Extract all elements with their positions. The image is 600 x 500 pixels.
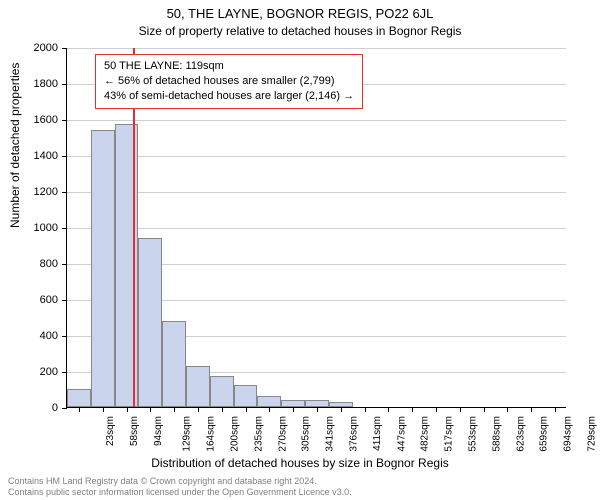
histogram-bar [91,130,115,407]
y-tick-mark [62,48,67,49]
chart-title-sub: Size of property relative to detached ho… [0,24,600,38]
footer-line-2: Contains public sector information licen… [8,487,352,498]
y-tick-mark [62,156,67,157]
x-tick-mark [388,407,389,412]
chart-container: 50, THE LAYNE, BOGNOR REGIS, PO22 6JL Si… [0,0,600,500]
gridline [67,192,566,193]
x-tick-mark [484,407,485,412]
y-tick-mark [62,84,67,85]
x-tick-label: 164sqm [206,416,217,452]
gridline [67,156,566,157]
chart-title-main: 50, THE LAYNE, BOGNOR REGIS, PO22 6JL [0,6,600,21]
histogram-bar [305,400,329,407]
x-tick-mark [174,407,175,412]
x-tick-label: 517sqm [444,416,455,452]
x-tick-label: 623sqm [515,416,526,452]
x-tick-mark [150,407,151,412]
x-tick-mark [412,407,413,412]
x-tick-label: 129sqm [182,416,193,452]
x-tick-mark [222,407,223,412]
x-tick-mark [531,407,532,412]
y-tick-mark [62,120,67,121]
x-tick-mark [103,407,104,412]
info-box: 50 THE LAYNE: 119sqm← 56% of detached ho… [95,54,363,109]
x-tick-mark [198,407,199,412]
histogram-bar [210,376,234,408]
x-tick-label: 729sqm [587,416,598,452]
x-tick-mark [317,407,318,412]
y-tick-label: 400 [18,330,58,342]
y-tick-label: 200 [18,366,58,378]
x-tick-label: 659sqm [539,416,550,452]
x-tick-label: 235sqm [253,416,264,452]
y-tick-mark [62,264,67,265]
y-tick-label: 800 [18,258,58,270]
histogram-bar [138,238,162,407]
x-tick-label: 411sqm [372,416,383,451]
x-tick-label: 376sqm [349,416,360,452]
gridline [67,48,566,49]
y-tick-label: 1600 [18,114,58,126]
x-tick-label: 447sqm [396,416,407,452]
y-tick-label: 2000 [18,42,58,54]
y-tick-label: 1000 [18,222,58,234]
histogram-bar [186,366,210,407]
x-tick-mark [436,407,437,412]
info-line-3: 43% of semi-detached houses are larger (… [104,89,354,104]
x-tick-label: 694sqm [563,416,574,452]
x-tick-mark [127,407,128,412]
histogram-bar [234,385,258,408]
x-tick-label: 588sqm [491,416,502,452]
x-tick-label: 58sqm [129,416,140,446]
gridline [67,228,566,229]
histogram-bar [281,400,305,407]
x-tick-label: 270sqm [277,416,288,452]
x-tick-label: 94sqm [153,416,164,446]
y-tick-mark [62,228,67,229]
x-tick-mark [555,407,556,412]
histogram-bar [162,321,186,407]
x-tick-mark [365,407,366,412]
x-tick-label: 553sqm [468,416,479,452]
x-tick-label: 341sqm [325,416,336,452]
x-tick-mark [293,407,294,412]
y-tick-mark [62,336,67,337]
x-tick-mark [341,407,342,412]
x-tick-mark [507,407,508,412]
footer-attribution: Contains HM Land Registry data © Crown c… [8,476,352,498]
y-tick-label: 600 [18,294,58,306]
y-tick-mark [62,408,67,409]
x-tick-mark [269,407,270,412]
histogram-bar [67,389,91,407]
info-line-2: ← 56% of detached houses are smaller (2,… [104,74,354,89]
x-tick-label: 305sqm [301,416,312,452]
histogram-bar [257,396,281,407]
x-axis-label: Distribution of detached houses by size … [0,456,600,470]
x-tick-mark [460,407,461,412]
x-tick-label: 200sqm [230,416,241,452]
x-tick-mark [79,407,80,412]
y-tick-mark [62,372,67,373]
gridline [67,120,566,121]
x-tick-mark [246,407,247,412]
info-line-1: 50 THE LAYNE: 119sqm [104,59,354,74]
y-tick-mark [62,300,67,301]
x-tick-label: 23sqm [105,416,116,446]
y-tick-label: 0 [18,402,58,414]
y-tick-label: 1800 [18,78,58,90]
y-tick-label: 1200 [18,186,58,198]
y-tick-label: 1400 [18,150,58,162]
footer-line-1: Contains HM Land Registry data © Crown c… [8,476,352,487]
y-tick-mark [62,192,67,193]
x-tick-label: 482sqm [420,416,431,452]
